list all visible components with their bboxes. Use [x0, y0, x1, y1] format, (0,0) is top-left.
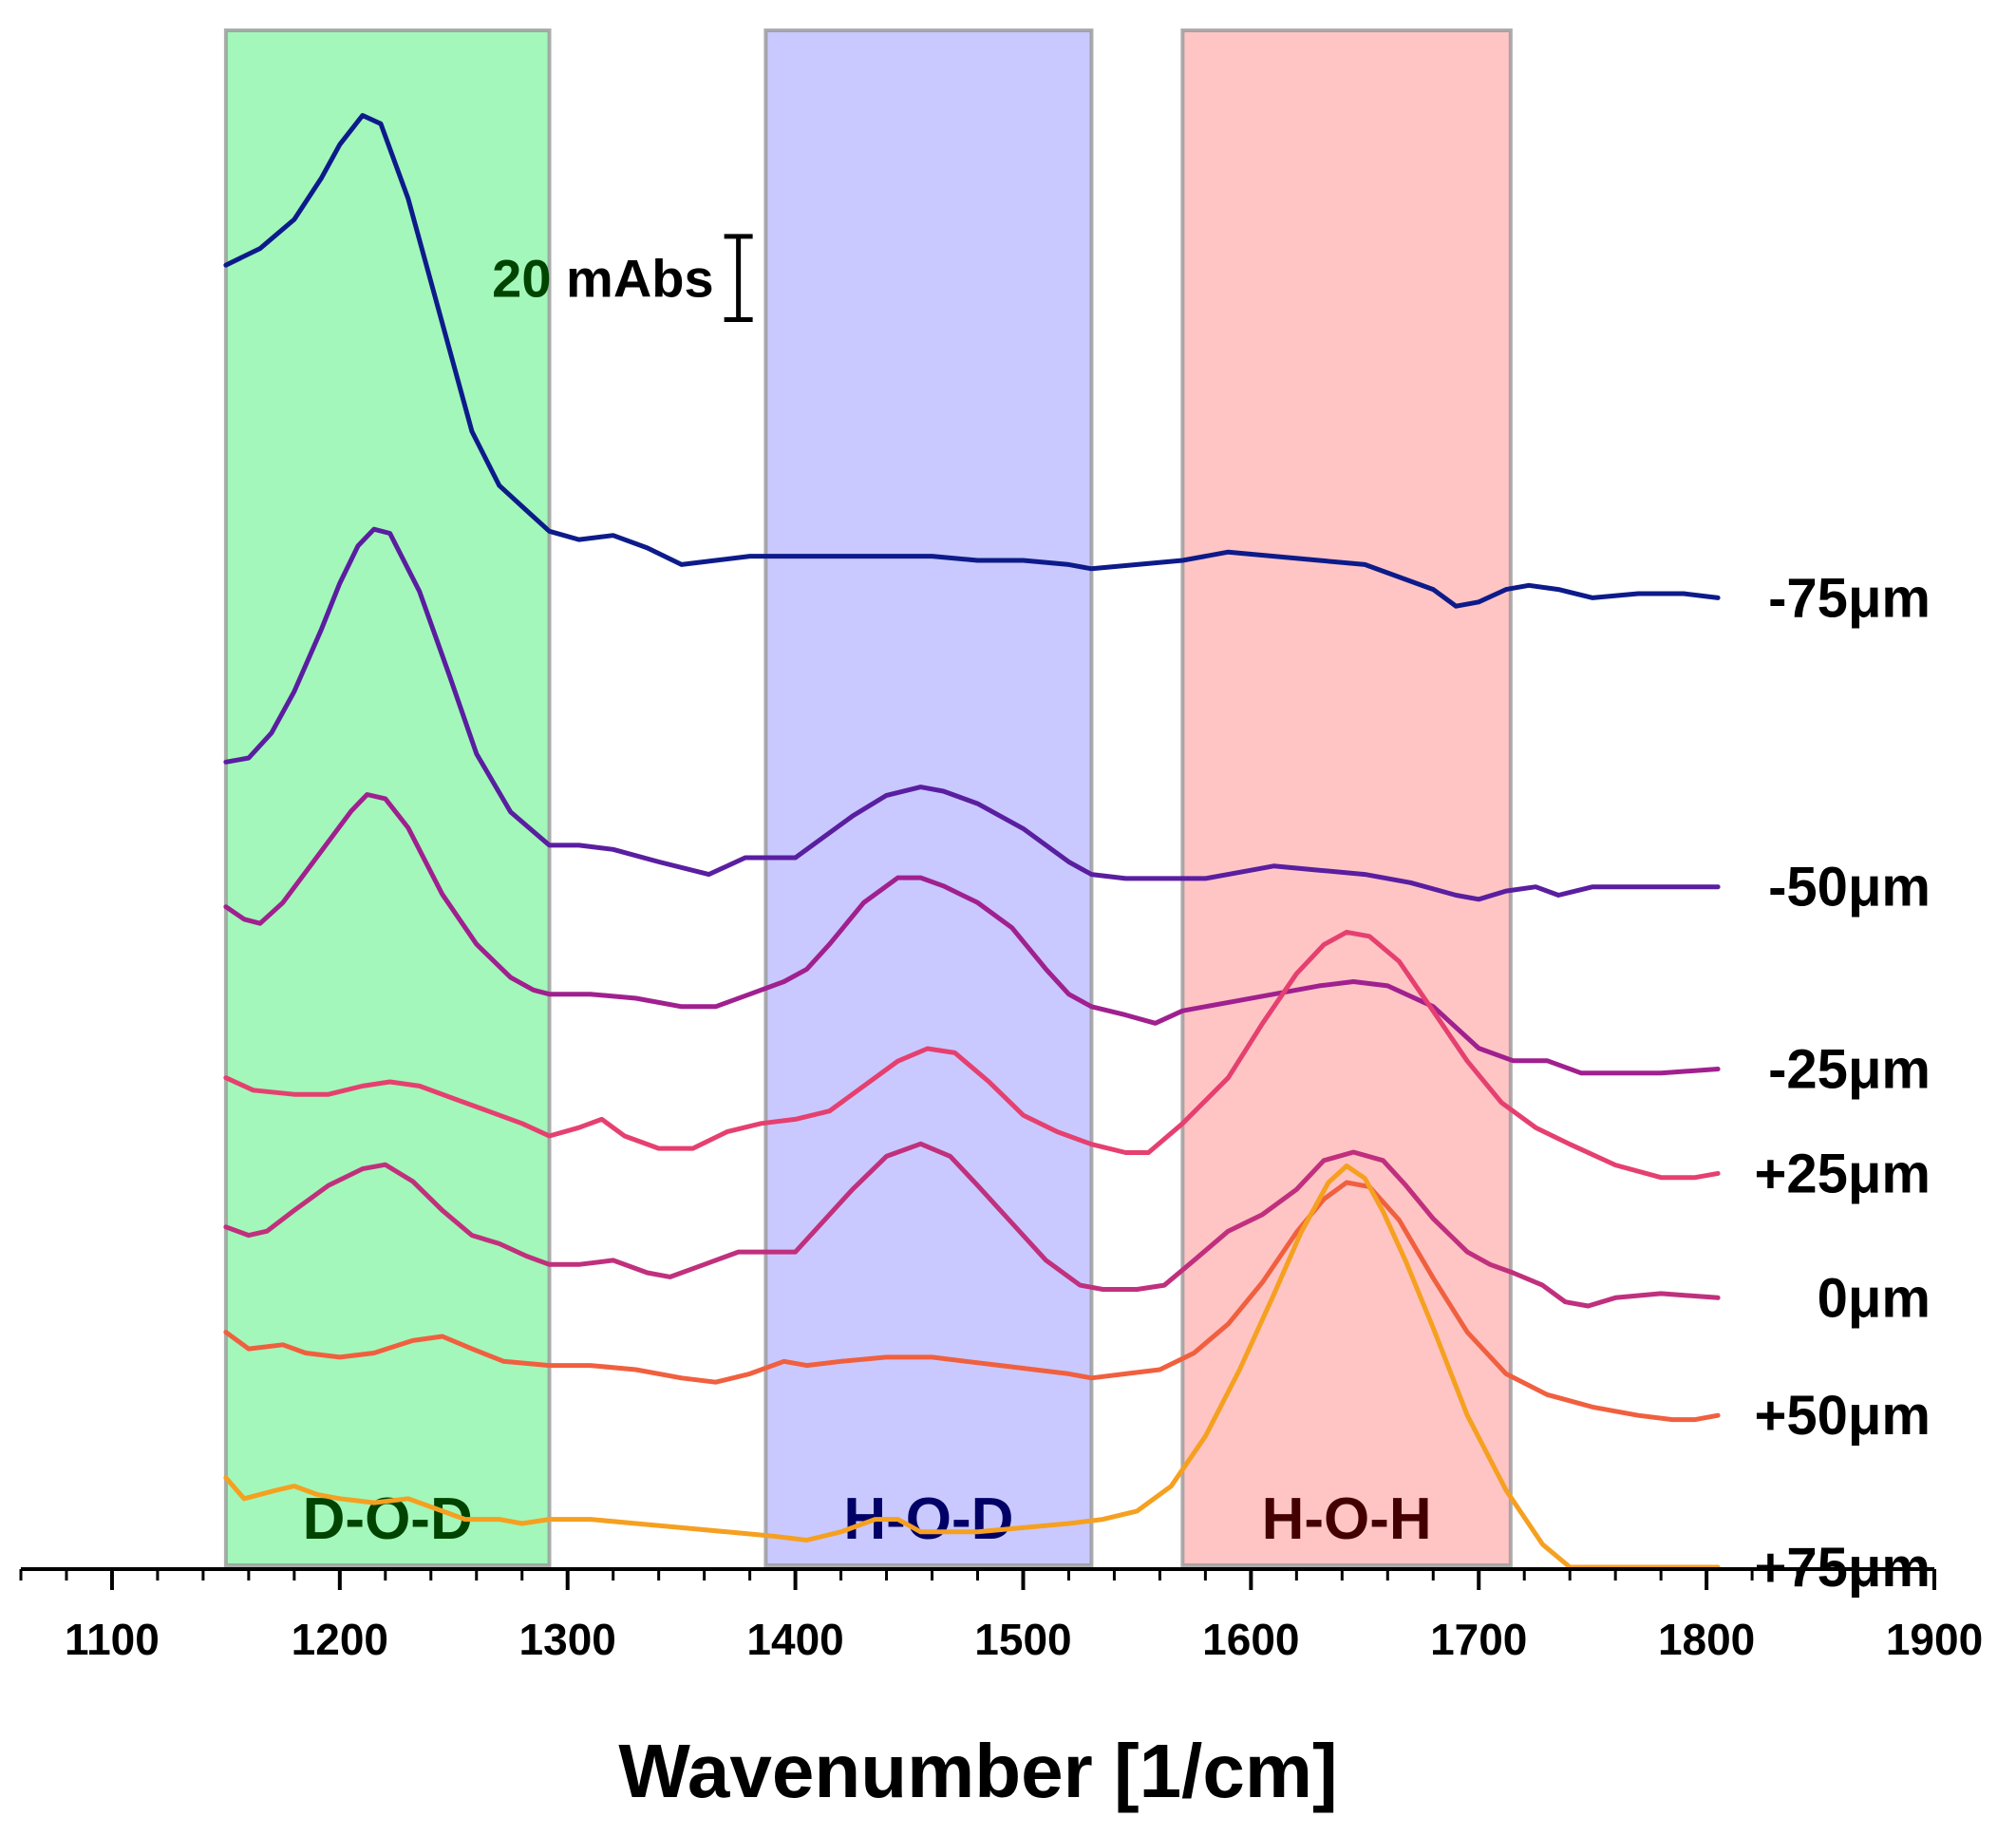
band-h-o-h	[1180, 28, 1513, 1567]
x-tick-label: 1400	[746, 1615, 843, 1664]
band-h-o-d	[763, 28, 1094, 1567]
scale-bar-label: 20 mAbs	[492, 249, 713, 309]
series-label-minus50umm: -50μm	[1768, 857, 1931, 918]
x-tick-label: 1200	[292, 1615, 388, 1664]
x-tick-label: 1100	[65, 1615, 160, 1664]
series-line-minus50umm	[223, 526, 1721, 902]
x-axis: 1100 1200 1300 1400 1500 1600 1700 1800 1900	[19, 1567, 1983, 1664]
x-axis-title: Wavenumber [1/cm]	[618, 1729, 1337, 1813]
series-label-minus75umm: -75μm	[1768, 567, 1931, 629]
x-tick-label: 1700	[1430, 1615, 1527, 1664]
series-line-plus50umm	[223, 1180, 1721, 1423]
x-tick-label: 1600	[1202, 1615, 1299, 1664]
series-layer	[223, 113, 1721, 1570]
series-label-minus25umm: -25μm	[1768, 1038, 1931, 1100]
scale-bar: 20 mAbs	[492, 234, 753, 322]
series-line-plus25umm	[223, 929, 1721, 1181]
x-tick-label: 1800	[1658, 1615, 1755, 1664]
x-tick-label: 1300	[519, 1615, 616, 1664]
series-line-minus75umm	[223, 113, 1721, 609]
x-tick-label: 1500	[974, 1615, 1071, 1664]
series-label-0umm: 0μm	[1818, 1267, 1931, 1329]
bands-layer: D-O-D H-O-D H-O-H	[223, 28, 1513, 1567]
series-line-0umm	[223, 1141, 1721, 1309]
band-label-h-o-h: H-O-H	[1262, 1486, 1432, 1552]
series-line-plus75umm	[223, 1164, 1721, 1570]
series-label-plus50umm: +50μm	[1755, 1385, 1931, 1447]
series-line-minus25umm	[223, 792, 1721, 1076]
x-tick-label: 1900	[1886, 1615, 1983, 1664]
series-label-plus25umm: +25μm	[1755, 1143, 1931, 1204]
